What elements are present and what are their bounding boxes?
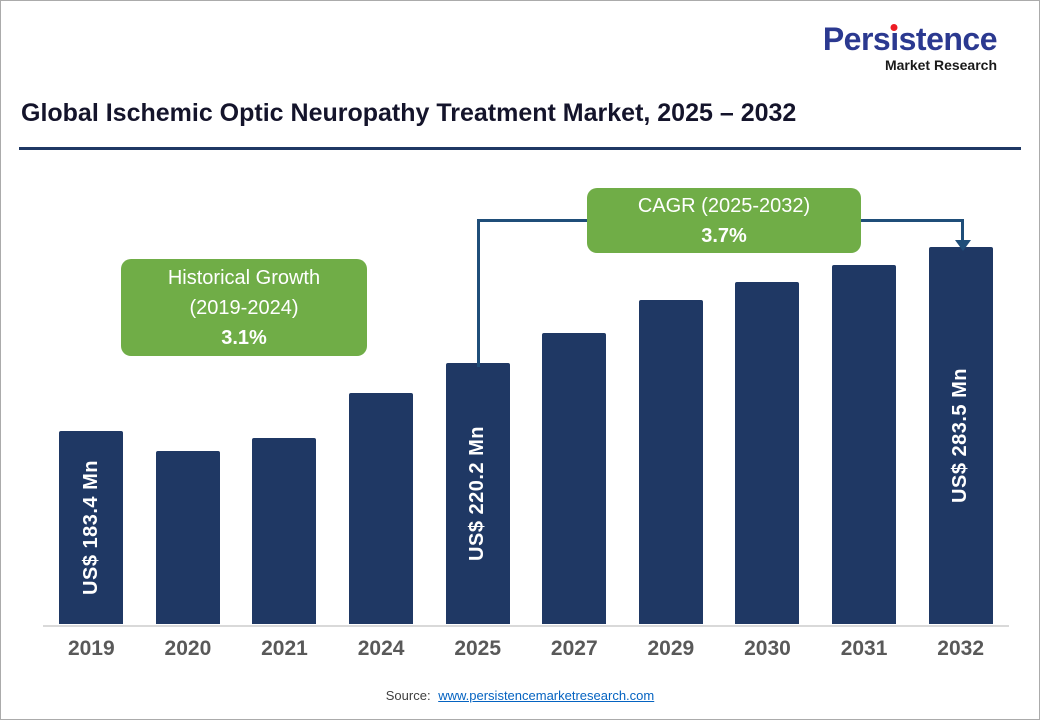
bar-2027 bbox=[542, 333, 607, 624]
chart-column-2029: 2029 bbox=[623, 244, 720, 660]
brand-name: Persı stence bbox=[822, 21, 998, 57]
brand-name-post: stence bbox=[898, 21, 998, 57]
bar-value-label-2032: US$ 283.5 Mn bbox=[949, 368, 972, 503]
cagr-connector-right-vertical bbox=[961, 219, 964, 242]
x-axis-label-2030: 2030 bbox=[744, 637, 791, 660]
x-axis-label-2027: 2027 bbox=[550, 637, 598, 660]
bar-value-label-2025: US$ 220.2 Mn bbox=[466, 426, 489, 561]
bar-2024 bbox=[349, 393, 414, 624]
x-axis-label-2029: 2029 bbox=[647, 637, 695, 660]
chart-column-2021: 2021 bbox=[236, 244, 333, 660]
cagr-callout: CAGR (2025-2032) 3.7% bbox=[587, 188, 861, 253]
historical-growth-range: (2019-2024) bbox=[189, 296, 299, 319]
bar-2025: US$ 220.2 Mn bbox=[445, 363, 510, 624]
source-line: Source: www.persistencemarketresearch.co… bbox=[1, 688, 1039, 703]
x-axis-label-2021: 2021 bbox=[261, 637, 308, 660]
bar-value-label-2019: US$ 183.4 Mn bbox=[79, 460, 102, 595]
x-axis-label-2020: 2020 bbox=[164, 637, 212, 660]
source-link[interactable]: www.persistencemarketresearch.com bbox=[438, 688, 655, 703]
bar-2029 bbox=[638, 300, 703, 624]
arrow-down-icon bbox=[955, 240, 971, 251]
x-axis-label-2019: 2019 bbox=[67, 637, 115, 660]
brand-subtitle: Market Research bbox=[884, 57, 997, 73]
chart-column-2025: US$ 220.2 Mn 2025 bbox=[429, 244, 526, 660]
cagr-value: 3.7% bbox=[701, 224, 747, 247]
chart-column-2031: 2031 bbox=[816, 244, 913, 660]
cagr-label: CAGR (2025-2032) bbox=[637, 194, 811, 217]
chart-column-2032: US$ 283.5 Mn 2032 bbox=[912, 244, 1009, 660]
bar-2031 bbox=[832, 265, 897, 624]
bar-2020 bbox=[155, 451, 220, 624]
chart-column-2024: 2024 bbox=[333, 244, 430, 660]
bar-2019: US$ 183.4 Mn bbox=[59, 431, 124, 624]
source-label: Source: bbox=[385, 688, 431, 703]
chart-column-2019: US$ 183.4 Mn 2019 bbox=[43, 244, 140, 660]
x-axis-label-2025: 2025 bbox=[454, 637, 502, 660]
bar-2030 bbox=[735, 282, 800, 624]
bar-chart: US$ 183.4 Mn 2019 2020 2021 2024 US$ 220.2 Mn… bbox=[43, 244, 1009, 660]
brand-name-pre: Pers bbox=[822, 21, 891, 57]
x-axis-label-2031: 2031 bbox=[840, 637, 888, 660]
cagr-connector-left-vertical bbox=[477, 219, 480, 367]
x-axis-line bbox=[43, 625, 1009, 627]
logo-red-dot-icon bbox=[890, 24, 898, 31]
brand-name-i: ı bbox=[890, 21, 899, 57]
historical-growth-value: 3.1% bbox=[221, 326, 267, 349]
chart-column-2027: 2027 bbox=[526, 244, 623, 660]
x-axis-label-2032: 2032 bbox=[937, 637, 984, 660]
historical-growth-callout: Historical Growth (2019-2024) 3.1% bbox=[121, 259, 367, 356]
title-underline bbox=[19, 147, 1021, 150]
chart-column-2020: 2020 bbox=[140, 244, 237, 660]
bar-2032: US$ 283.5 Mn bbox=[928, 247, 993, 624]
bar-2021 bbox=[252, 438, 317, 624]
page-title: Global Ischemic Optic Neuropathy Treatme… bbox=[21, 99, 797, 127]
cagr-connector-left-horizontal bbox=[478, 219, 588, 222]
cagr-connector-right-horizontal bbox=[859, 219, 963, 222]
chart-column-2030: 2030 bbox=[719, 244, 816, 660]
historical-growth-label: Historical Growth bbox=[167, 266, 321, 289]
brand-logo: Persı stence Market Research bbox=[822, 21, 998, 73]
x-axis-label-2024: 2024 bbox=[357, 637, 405, 660]
